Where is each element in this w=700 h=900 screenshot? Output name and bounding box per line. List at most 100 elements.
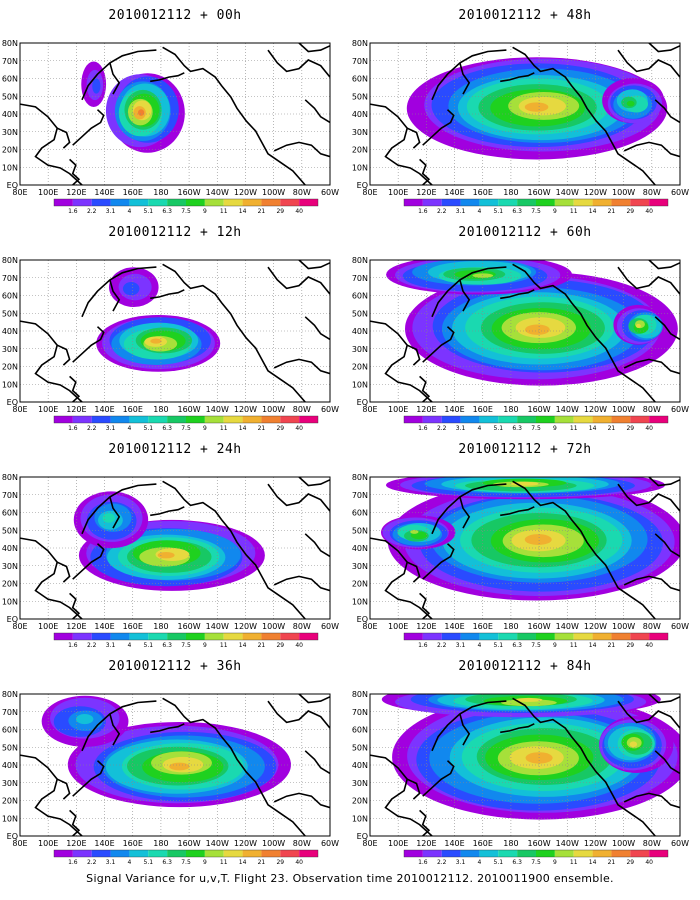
- colorbar-frame: [403, 198, 669, 207]
- coastline: [623, 575, 680, 592]
- colorbar-swatch: [148, 850, 168, 857]
- map-panel: 2010012112 + 36h 80N 70N 60N 50N 40N 30N 20N 10N…: [0, 651, 350, 876]
- lat-label: 50N: [352, 743, 368, 752]
- colorbar-label: 7.5: [181, 859, 191, 866]
- lon-label: 100E: [38, 405, 58, 414]
- lon-label: 180: [503, 622, 518, 631]
- lat-label: 40N: [352, 761, 368, 770]
- colorbar-swatch: [460, 850, 480, 857]
- panel-title: 2010012112 + 72h: [458, 442, 592, 457]
- colorbar-label: 14: [589, 642, 597, 649]
- lat-label: EQ: [357, 398, 368, 407]
- coastline: [419, 809, 431, 836]
- colorbar-label: 11: [220, 642, 228, 649]
- lat-label: 70N: [2, 274, 18, 283]
- lat-label: 80N: [2, 690, 18, 699]
- colorbar-swatch: [517, 633, 536, 640]
- colorbar-label: 21: [258, 642, 266, 649]
- colorbar-swatch: [592, 633, 612, 640]
- contour-band: [138, 109, 145, 116]
- coastline: [648, 260, 680, 270]
- colorbar-label: 11: [220, 425, 228, 432]
- colorbar-swatch: [167, 416, 186, 423]
- panel-title: 2010012112 + 48h: [458, 8, 592, 23]
- panel-title: 2010012112 + 36h: [108, 659, 242, 674]
- map-panel: 2010012112 + 48h 80N 70N 60N 50N 40N 30N 20N 10N…: [350, 0, 700, 225]
- coastline: [298, 694, 330, 704]
- contour-band: [102, 513, 116, 523]
- lat-label: 50N: [2, 743, 18, 752]
- lat-label: EQ: [357, 181, 368, 190]
- contour-band: [524, 324, 550, 335]
- lon-label: 120W: [584, 622, 607, 631]
- colorbar-swatch: [460, 416, 480, 423]
- lon-label: 100E: [388, 622, 408, 631]
- lat-label: 10N: [2, 163, 18, 172]
- colorbar-swatch: [573, 199, 593, 206]
- coastline: [20, 103, 83, 185]
- colorbar-swatch: [630, 850, 650, 857]
- coastlines: [370, 260, 680, 402]
- lon-label: 160W: [177, 839, 200, 848]
- lon-label: 80E: [12, 188, 27, 197]
- contour-band: [500, 699, 557, 707]
- colorbar-swatch: [204, 633, 224, 640]
- colorbar-swatch: [498, 416, 518, 423]
- colorbar-label: 6.3: [162, 208, 172, 215]
- colorbar-swatch: [186, 850, 205, 857]
- lat-label: 30N: [2, 345, 18, 354]
- colorbar-swatch: [299, 850, 318, 857]
- lat-label: 60N: [352, 509, 368, 518]
- lat-label: 80N: [352, 39, 368, 48]
- colorbar-label: 4: [128, 859, 132, 866]
- lon-label: 80W: [643, 188, 661, 197]
- colorbar-label: 11: [220, 859, 228, 866]
- coastline: [654, 316, 680, 341]
- lat-label: EQ: [7, 615, 18, 624]
- lat-label: 10N: [352, 597, 368, 606]
- lat-label: 60N: [2, 509, 18, 518]
- lat-label: 70N: [2, 491, 18, 500]
- lon-label: 80E: [362, 839, 377, 848]
- lat-label: 40N: [352, 544, 368, 553]
- coastline: [370, 103, 433, 185]
- lon-label: 140W: [556, 839, 579, 848]
- lat-label: 80N: [2, 473, 18, 482]
- colorbar-label: 6.3: [162, 859, 172, 866]
- coastline: [109, 713, 121, 746]
- coastline: [20, 320, 83, 402]
- lon-label: 180: [503, 839, 518, 848]
- colorbar-swatch: [72, 199, 92, 206]
- coastline: [406, 344, 421, 366]
- coastline: [623, 141, 680, 158]
- coastline: [617, 483, 680, 512]
- coastlines: [20, 260, 330, 402]
- contour-band: [150, 338, 162, 344]
- colorbar-label: 14: [589, 208, 597, 215]
- colorbar-swatch: [630, 633, 650, 640]
- colorbar-label: 6.3: [162, 425, 172, 432]
- colorbar-swatch: [261, 416, 281, 423]
- colorbar-label: 3.1: [456, 208, 466, 215]
- colorbar-label: 29: [626, 208, 634, 215]
- lon-label: 160E: [473, 622, 493, 631]
- coastline: [500, 506, 535, 517]
- colorbar-label: 4: [478, 642, 482, 649]
- colorbar-swatch: [186, 416, 205, 423]
- colorbar-label: 1.6: [68, 642, 78, 649]
- colorbar-swatch: [630, 199, 650, 206]
- lon-label: 60W: [671, 622, 689, 631]
- lat-label: EQ: [357, 832, 368, 841]
- coastline: [617, 49, 680, 78]
- colorbar-swatch: [554, 416, 574, 423]
- lat-label: EQ: [7, 398, 18, 407]
- colorbar-label: 40: [645, 859, 653, 866]
- lon-label: 180: [503, 405, 518, 414]
- colorbar-swatch: [441, 850, 461, 857]
- lat-label: 40N: [352, 327, 368, 336]
- colorbar-swatch: [148, 633, 168, 640]
- colorbar-swatch: [223, 416, 243, 423]
- lat-label: 80N: [2, 39, 18, 48]
